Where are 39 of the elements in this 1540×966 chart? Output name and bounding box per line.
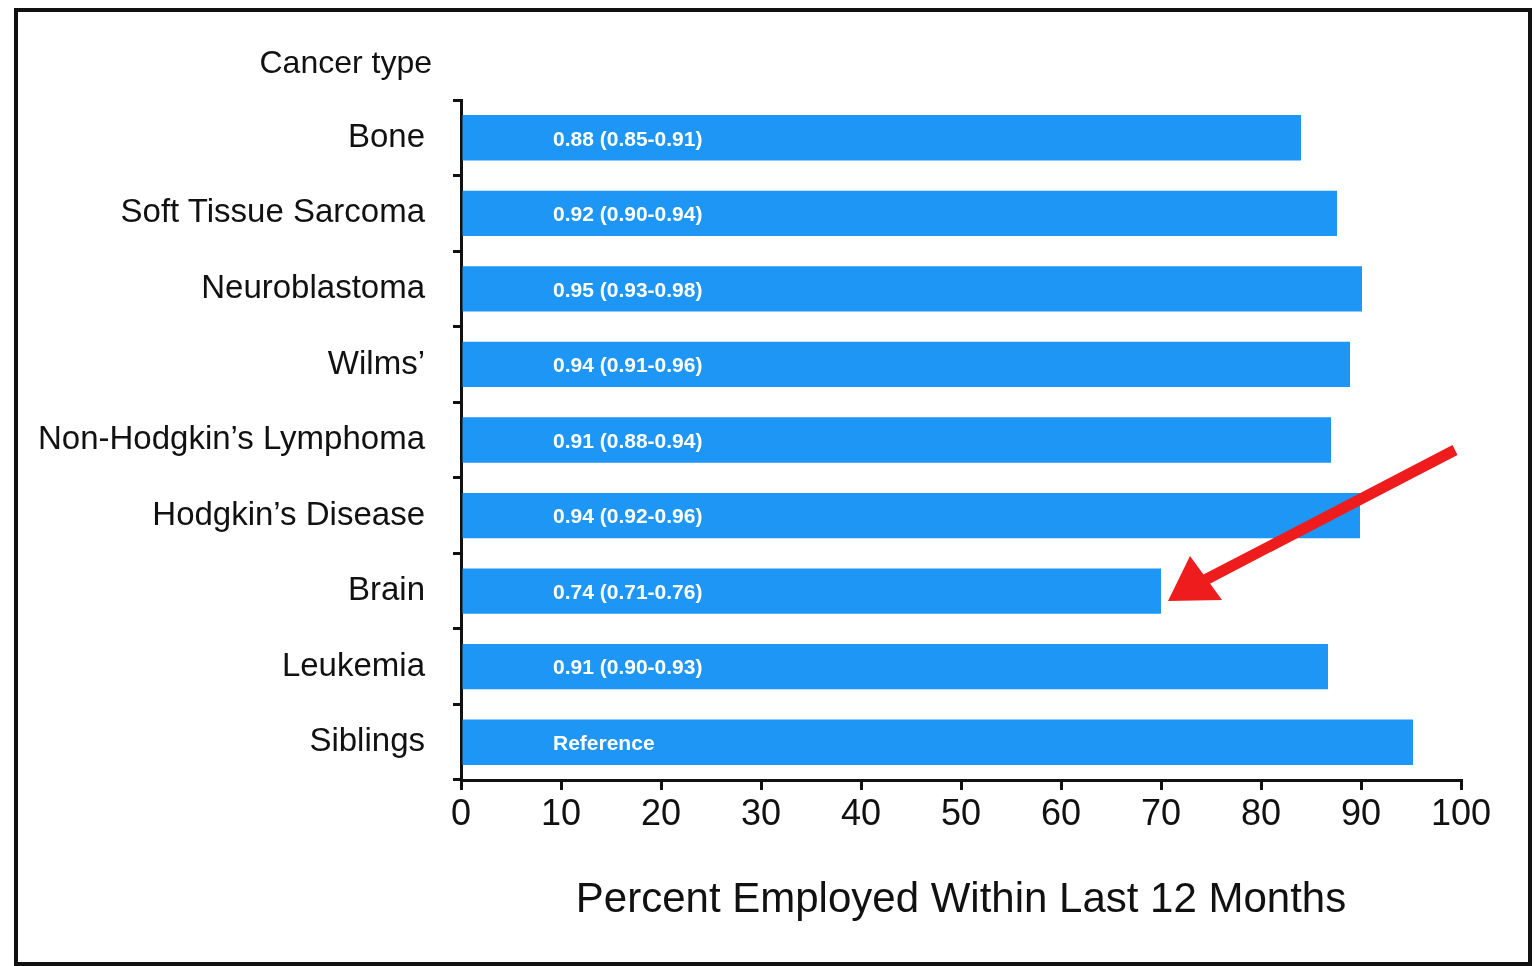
bar (462, 115, 1301, 161)
bar (462, 341, 1350, 388)
x-tick-label: 90 (1340, 791, 1382, 833)
x-tick-label: 100 (1430, 791, 1492, 833)
y-tick-label: Non-Hodgkin’s Lymphoma (37, 419, 426, 457)
x-axis-title: Percent Employed Within Last 12 Months (575, 874, 1347, 922)
bar (462, 719, 1413, 765)
annotation: 0.95 (0.93-0.98) (553, 277, 703, 301)
x-tick-label: 0 (450, 791, 472, 833)
bar (462, 266, 1362, 312)
bar (462, 417, 1331, 463)
x-tick-label: 30 (740, 791, 782, 833)
x-tick-label: 50 (940, 791, 982, 833)
y-tick-label: Bone (347, 116, 425, 154)
y-tick-label: Siblings (309, 721, 425, 759)
y-tick-label: Wilms’ (327, 343, 425, 381)
annotation: Reference (553, 731, 655, 755)
annotation: 0.88 (0.85-0.91) (553, 126, 703, 150)
x-tick-label: 40 (840, 791, 882, 833)
y-tick-label: Neuroblastoma (201, 267, 426, 305)
x-tick-label: 80 (1240, 791, 1282, 833)
y-tick-label: Leukemia (281, 645, 426, 683)
x-tick-label: 10 (540, 791, 582, 833)
y-tick-label: Soft Tissue Sarcoma (120, 192, 426, 230)
annotation: 0.91 (0.90-0.93) (553, 655, 703, 679)
y-tick-label: Hodgkin’s Disease (152, 494, 425, 532)
annotation: 0.91 (0.88-0.94) (553, 428, 703, 452)
annotation: 0.94 (0.91-0.96) (553, 353, 703, 377)
bar (462, 568, 1161, 614)
y-tick-label: Brain (347, 570, 425, 608)
x-tick-label: 20 (640, 791, 682, 833)
x-tick-label: 60 (1040, 791, 1082, 833)
annotation: 0.94 (0.92-0.96) (553, 504, 703, 528)
annotation: 0.92 (0.90-0.94) (553, 202, 703, 226)
bar (462, 644, 1328, 690)
y-axis-title: Cancer type (259, 43, 432, 80)
x-tick-label: 70 (1140, 791, 1182, 833)
annotation: 0.74 (0.71-0.76) (553, 579, 703, 603)
bar (462, 190, 1337, 236)
